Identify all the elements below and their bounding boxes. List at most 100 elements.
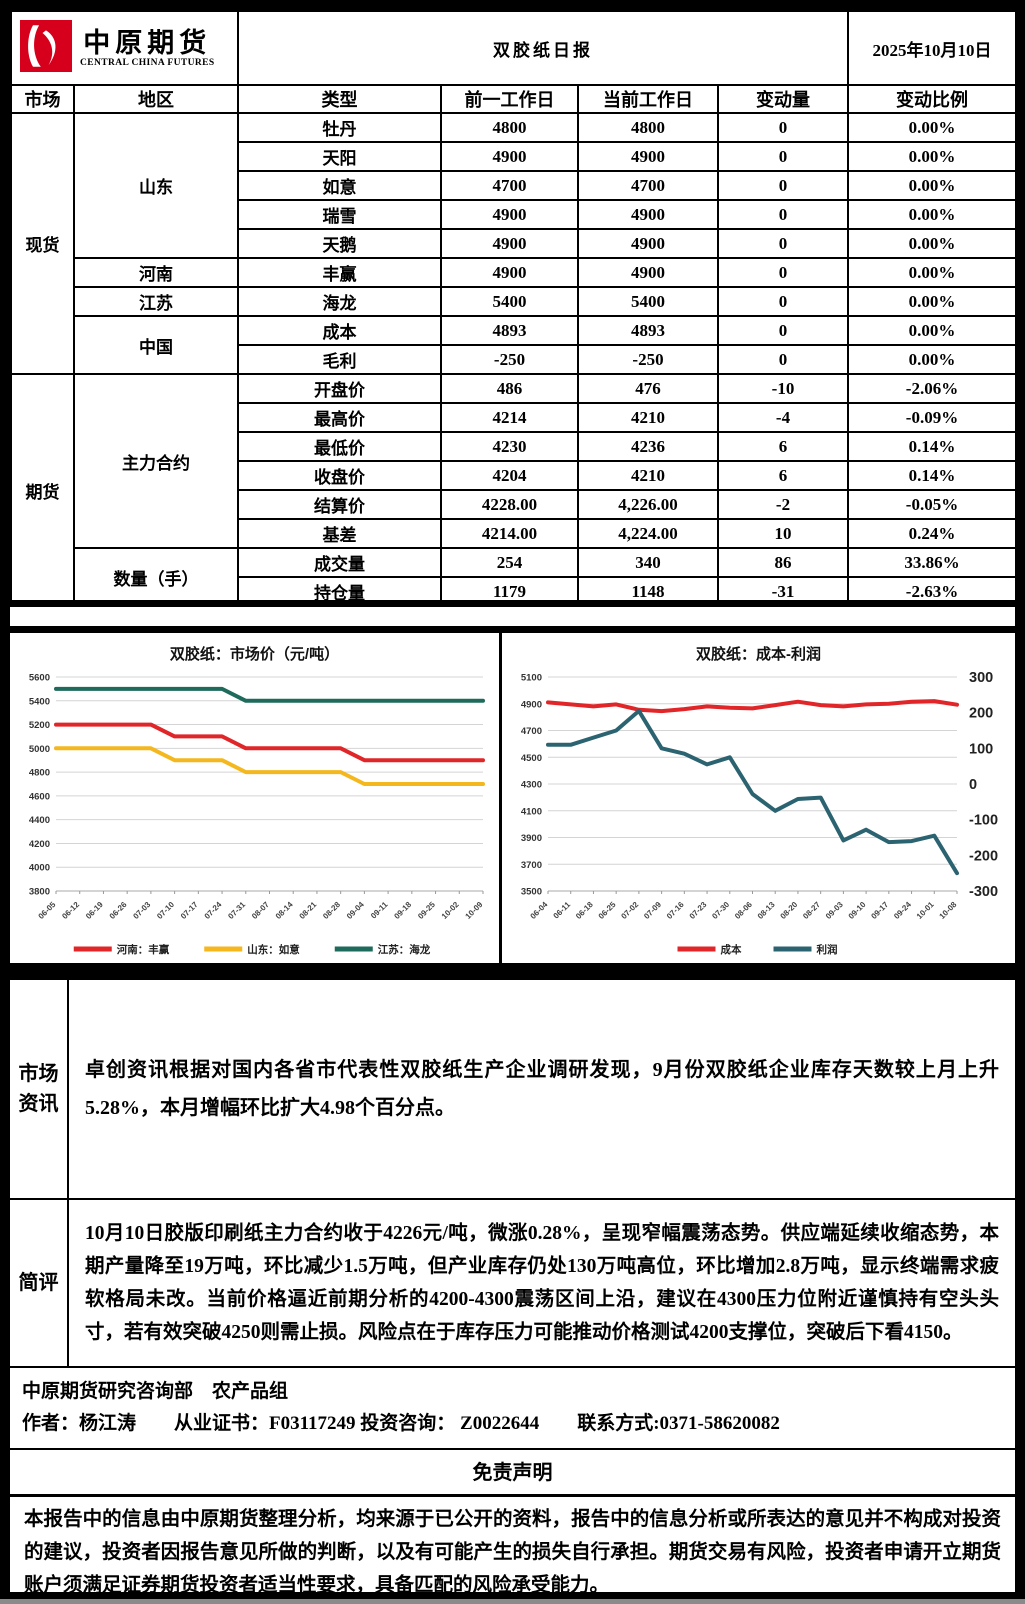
column-header-row: 市场 地区 类型 前一工作日 当前工作日 变动量 变动比例	[10, 84, 1017, 114]
prev-value-cell: 4214	[440, 402, 579, 433]
logo-text-en: CENTRAL CHINA FUTURES	[80, 57, 215, 68]
prev-value-cell: 4800	[440, 112, 579, 143]
prev-value-cell: 4893	[440, 315, 579, 346]
curr-value-cell: 4900	[577, 199, 719, 230]
report-table-body: 中原期货 CENTRAL CHINA FUTURES 双胶纸日报 2025年10…	[10, 10, 1017, 607]
header-row: 中原期货 CENTRAL CHINA FUTURES 双胶纸日报 2025年10…	[10, 10, 1017, 86]
comment-section: 简评 10月10日胶版印刷纸主力合约收于4226元/吨，微涨0.28%，呈现窄幅…	[10, 1200, 1015, 1366]
prev-value-cell: 5400	[440, 286, 579, 317]
curr-value-cell: 476	[577, 373, 719, 404]
col-header-currday: 当前工作日	[577, 84, 719, 114]
table-row: 中国 成本 4893 4893 0 0.00%	[11, 315, 1017, 375]
change-pct-cell: 0.00%	[847, 170, 1017, 201]
svg-text:200: 200	[969, 706, 993, 722]
change-cell: 0	[717, 257, 849, 288]
disclaimer-title: 免责声明	[10, 1450, 1015, 1497]
disclaimer-section: 免责声明 本报告中的信息由中原期货整理分析，均来源于已公开的资料，报告中的信息分…	[10, 1450, 1015, 1596]
change-cell: 10	[717, 518, 849, 549]
change-pct-cell: 0.24%	[847, 518, 1017, 549]
svg-text:江苏：海龙: 江苏：海龙	[378, 943, 431, 956]
svg-text:07-23: 07-23	[688, 900, 709, 921]
curr-value-cell: 1148	[577, 576, 719, 607]
change-cell: 0	[717, 112, 849, 143]
svg-text:07-16: 07-16	[665, 900, 686, 921]
prev-value-cell: 4214.00	[440, 518, 579, 549]
logo-text-cn: 中原期货	[83, 27, 212, 58]
svg-text:4800: 4800	[29, 768, 50, 779]
curr-value-cell: 5400	[577, 286, 719, 317]
table-row: 最低价 4230 4236 6 0.14%	[11, 431, 1017, 462]
curr-value-cell: 340	[577, 547, 719, 578]
author-section: 中原期货研究咨询部 农产品组 作者：杨江涛 从业证书：F03117249 投资咨…	[10, 1368, 1015, 1448]
svg-text:4400: 4400	[29, 815, 50, 826]
region-group-label: 主力合约	[73, 373, 239, 549]
comment-label: 简评	[10, 1200, 69, 1366]
type-cell: 收盘价	[237, 460, 442, 491]
svg-text:双胶纸：市场价（元/吨）: 双胶纸：市场价（元/吨）	[170, 645, 339, 663]
svg-text:5400: 5400	[29, 696, 50, 707]
market-info-content: 卓创资讯根据对国内各省市代表性双胶纸生产企业调研发现，9月份双胶纸企业库存天数较…	[69, 980, 1015, 1198]
svg-text:4500: 4500	[521, 753, 542, 764]
col-header-change: 变动量	[717, 84, 849, 114]
charts-section: 3800 4000 4200 4400 4600 4800 5000 5200 5400 5600…	[10, 633, 1015, 963]
table-row: 瑞雪 4900 4900 0 0.00%	[11, 199, 1017, 230]
svg-text:3900: 3900	[521, 833, 542, 844]
curr-value-cell: -250	[577, 344, 719, 375]
col-header-market: 市场	[10, 84, 75, 114]
svg-text:06-18: 06-18	[574, 900, 595, 921]
type-cell: 天鹅	[237, 228, 442, 259]
table-row: 最高价 4214 4210 -4 -0.09%	[11, 402, 1017, 433]
type-cell: 成本	[237, 315, 442, 346]
comment-text: 10月10日胶版印刷纸主力合约收于4226元/吨，微涨0.28%，呈现窄幅震荡态…	[85, 1223, 999, 1343]
change-pct-cell: -0.05%	[847, 489, 1017, 520]
prev-value-cell: 1179	[440, 576, 579, 607]
type-cell: 基差	[237, 518, 442, 549]
type-cell: 成交量	[237, 547, 442, 578]
market-group-label: 期货	[10, 373, 75, 607]
table-row: 现货 山东 牡丹 4800 4800 0 0.00%	[10, 112, 1017, 375]
change-pct-cell: 0.00%	[847, 112, 1017, 143]
curr-value-cell: 4700	[577, 170, 719, 201]
change-pct-cell: 0.14%	[847, 431, 1017, 462]
svg-text:4900: 4900	[521, 699, 542, 710]
table-row: 结算价 4228.00 4,226.00 -2 -0.05%	[11, 489, 1017, 520]
svg-text:3700: 3700	[521, 860, 542, 871]
type-cell: 天阳	[237, 141, 442, 172]
prev-value-cell: 4900	[440, 141, 579, 172]
logo-cell: 中原期货 CENTRAL CHINA FUTURES	[10, 10, 239, 86]
comment-content: 10月10日胶版印刷纸主力合约收于4226元/吨，微涨0.28%，呈现窄幅震荡态…	[69, 1200, 1015, 1366]
svg-text:08-27: 08-27	[801, 900, 822, 921]
region-group-label: 数量（手）	[73, 547, 239, 607]
curr-value-cell: 4210	[577, 460, 719, 491]
table-row: 期货 主力合约 开盘价 486 476 -10 -2.06%	[10, 373, 1017, 607]
change-pct-cell: -2.63%	[847, 576, 1017, 607]
svg-text:06-26: 06-26	[108, 900, 129, 921]
svg-text:09-11: 09-11	[369, 900, 390, 921]
report-table: 中原期货 CENTRAL CHINA FUTURES 双胶纸日报 2025年10…	[10, 10, 1017, 607]
table-row: 天鹅 4900 4900 0 0.00%	[11, 228, 1017, 259]
svg-text:10-09: 10-09	[464, 900, 485, 921]
separator-strip	[10, 607, 1015, 626]
table-row: 毛利 -250 -250 0 0.00%	[11, 344, 1017, 375]
prev-value-cell: 4700	[440, 170, 579, 201]
change-pct-cell: 0.00%	[847, 257, 1017, 288]
prev-value-cell: 486	[440, 373, 579, 404]
svg-text:4600: 4600	[29, 791, 50, 802]
svg-text:08-07: 08-07	[250, 900, 271, 921]
svg-text:07-10: 07-10	[155, 900, 176, 921]
type-cell: 毛利	[237, 344, 442, 375]
curr-value-cell: 4900	[577, 257, 719, 288]
svg-text:4200: 4200	[29, 839, 50, 850]
svg-text:09-04: 09-04	[345, 900, 366, 921]
table-row: 基差 4214.00 4,224.00 10 0.24%	[11, 518, 1017, 549]
curr-value-cell: 4236	[577, 431, 719, 462]
svg-text:06-19: 06-19	[84, 900, 105, 921]
change-cell: -4	[717, 402, 849, 433]
svg-text:08-14: 08-14	[274, 900, 295, 921]
change-pct-cell: -0.09%	[847, 402, 1017, 433]
market-group-label: 现货	[10, 112, 75, 375]
change-pct-cell: 0.00%	[847, 286, 1017, 317]
market-info-text: 卓创资讯根据对国内各省市代表性双胶纸生产企业调研发现，9月份双胶纸企业库存天数较…	[85, 1059, 999, 1119]
table-row: 河南 丰赢 4900 4900 0 0.00%	[11, 257, 1017, 288]
